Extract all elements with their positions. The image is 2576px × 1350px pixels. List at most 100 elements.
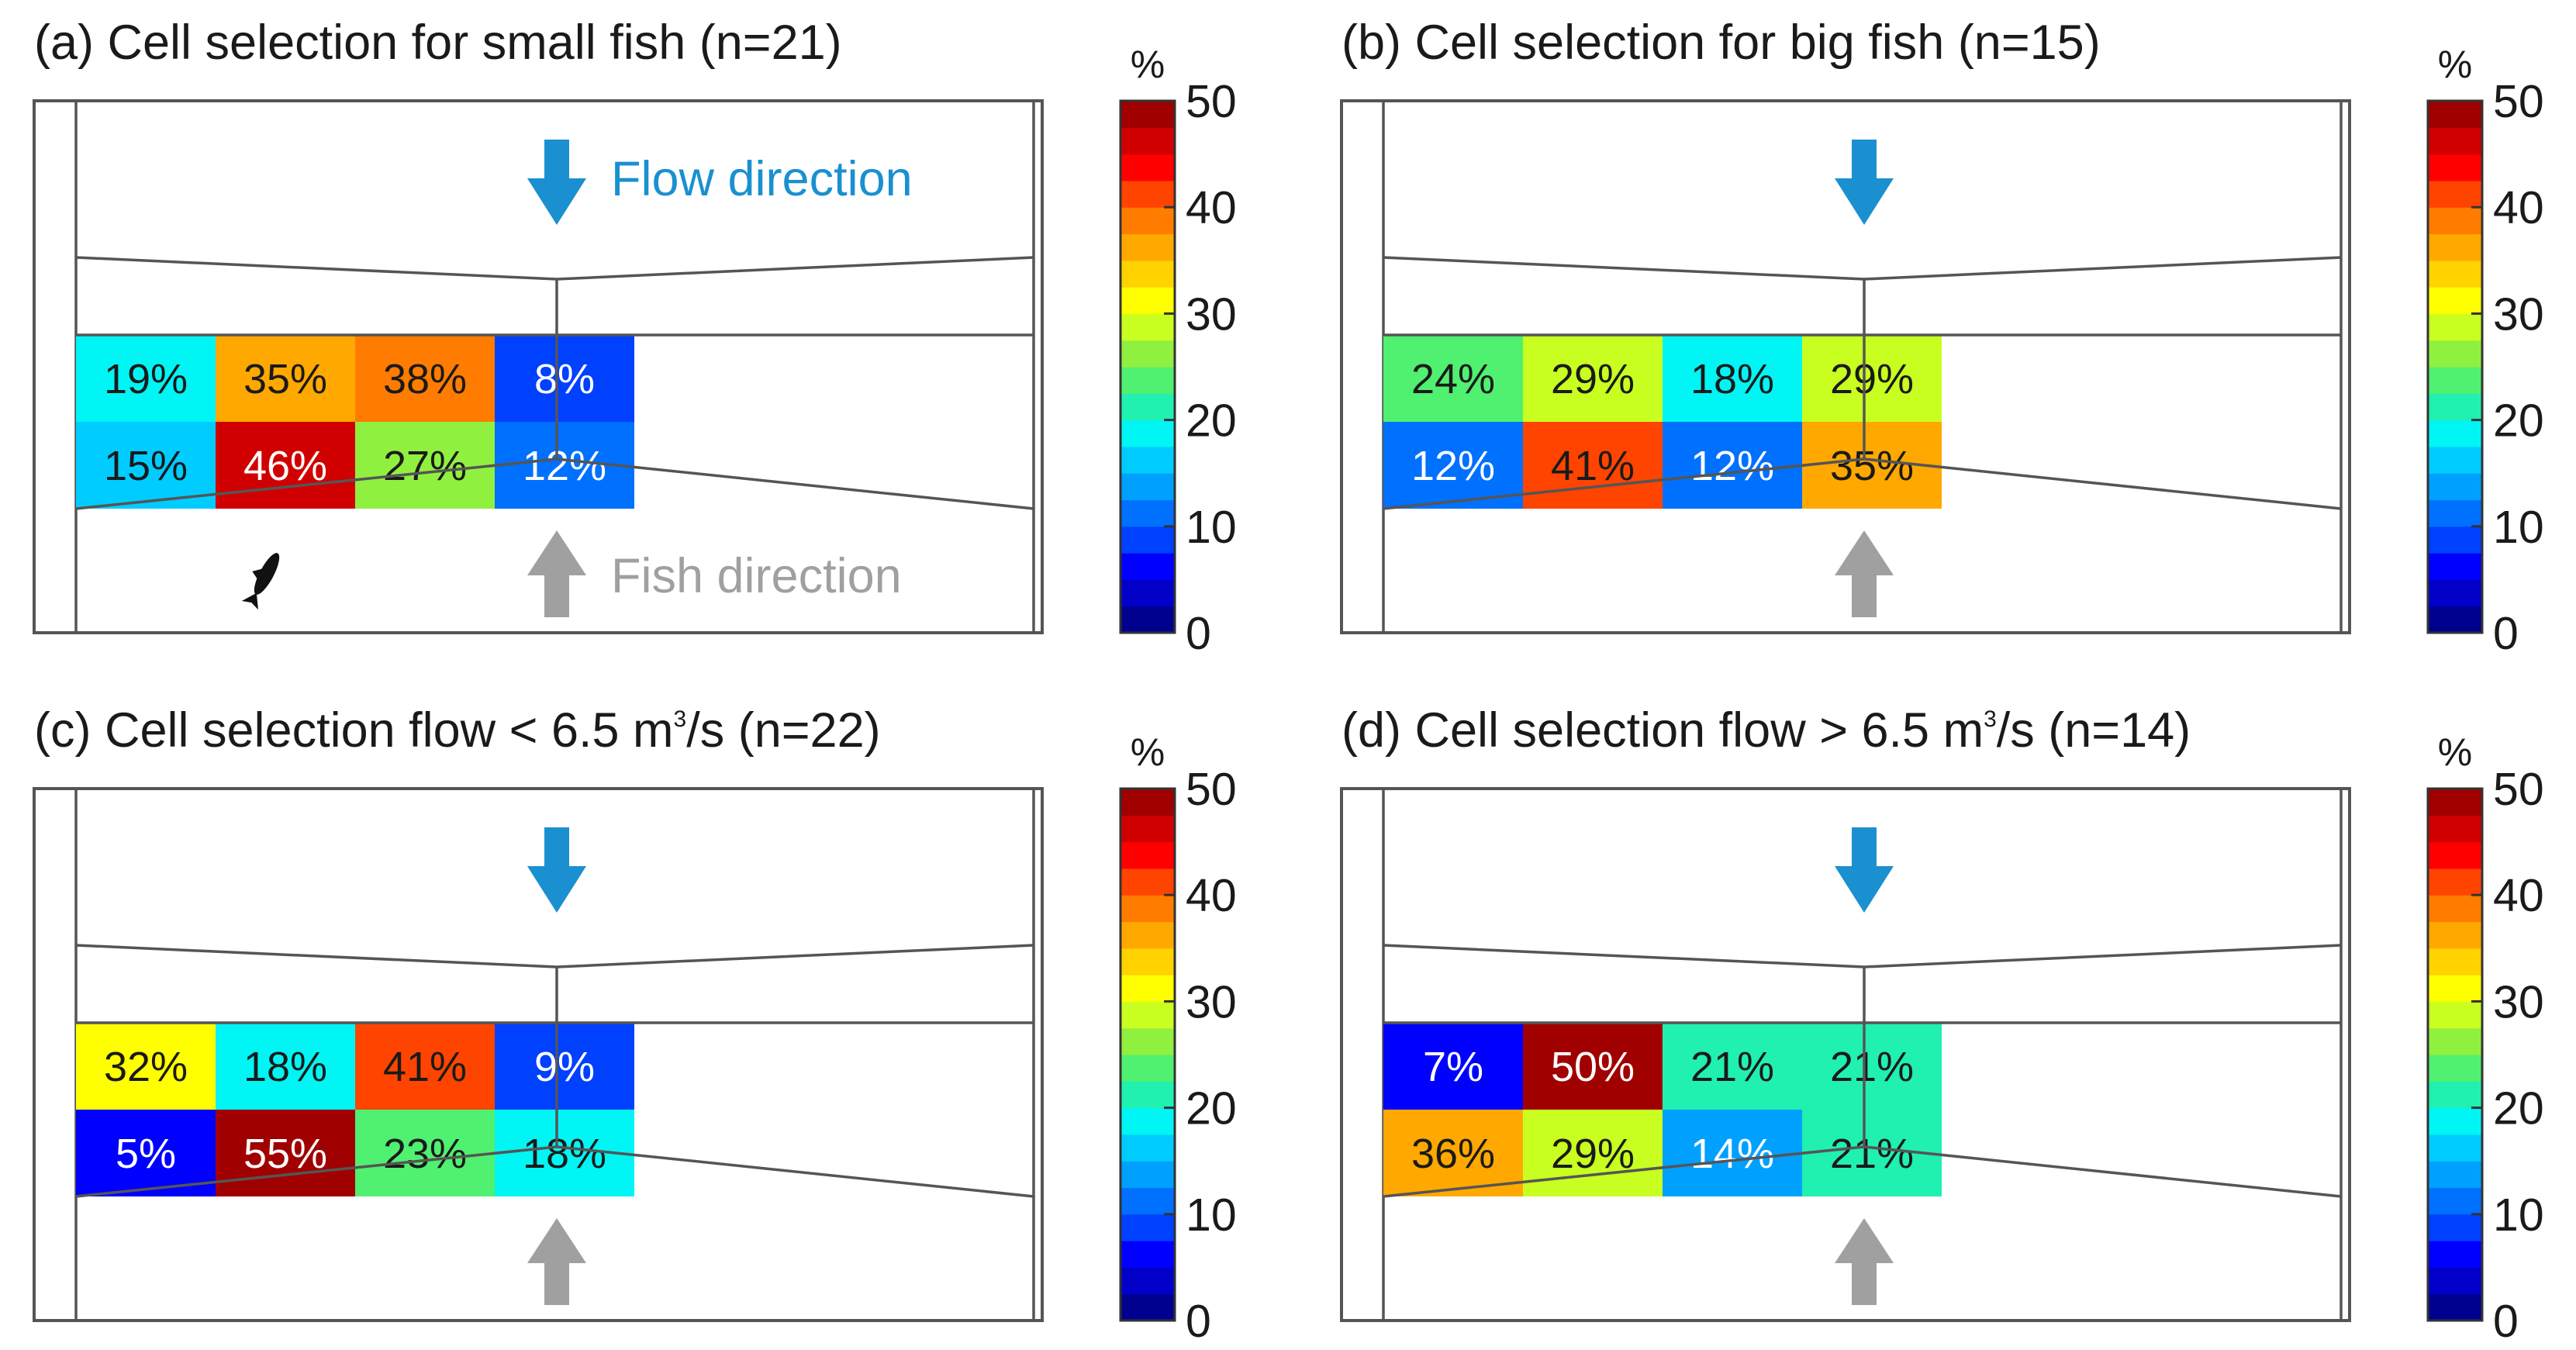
panel-b-colorbar: 0 10 20 30 40 50% xyxy=(2426,43,2544,659)
panel-b-colorbar-segment xyxy=(2428,393,2482,421)
panel-d-colorbar-segment xyxy=(2428,841,2482,869)
panel-a-colorbar-segment xyxy=(1121,446,1175,474)
panel-c-cell-r2c1 xyxy=(76,1110,216,1196)
panel-d-cell-r1c1 xyxy=(1383,1023,1523,1110)
panel-b-cell-r2c2 xyxy=(1523,422,1663,509)
panel-d-colorbar-segment xyxy=(2428,1241,2482,1268)
panel-a-fish-label: Fish direction xyxy=(611,549,902,603)
panel-a-cell-label-r1c4: 8% xyxy=(534,356,595,402)
panel-a: (a) Cell selection for small fish (n=21)… xyxy=(33,16,1237,659)
panel-b-colorbar-tick-label: 20 xyxy=(2493,395,2544,447)
panel-a-colorbar-tick-label: 30 xyxy=(1186,288,1237,340)
panel-b-cell-r1c4 xyxy=(1802,335,1942,422)
panel-a-fish-arrow-icon xyxy=(527,530,586,617)
panel-d-cell-r2c2 xyxy=(1523,1110,1663,1196)
panel-a-cell-r2c1 xyxy=(76,422,216,509)
panel-c-colorbar-tick-label: 50 xyxy=(1186,764,1237,815)
panel-c-cell-label-r2c1: 5% xyxy=(116,1131,176,1177)
panel-c-colorbar-tick-label: 10 xyxy=(1186,1189,1237,1241)
panel-a-colorbar-frame xyxy=(1119,99,1176,634)
panel-d-colorbar-segment xyxy=(2428,1267,2482,1295)
panel-d-cell-r2c1 xyxy=(1383,1110,1523,1196)
panel-c-colorbar-segment xyxy=(1121,1293,1175,1321)
panel-b-colorbar-segment xyxy=(2428,499,2482,527)
panel-c-colorbar-segment xyxy=(1121,841,1175,869)
panel-c-flow-arrow-icon xyxy=(527,827,586,913)
panel-b-colorbar-segment xyxy=(2428,340,2482,368)
panel-c-fish-arrow-icon xyxy=(527,1218,586,1305)
panel-a-colorbar-tick-label: 10 xyxy=(1186,502,1237,553)
panel-c-cell-label-r1c4: 9% xyxy=(534,1044,595,1090)
panel-a-colorbar-segment xyxy=(1121,127,1175,155)
panel-d-colorbar-segment xyxy=(2428,1081,2482,1109)
panel-a-colorbar-segment xyxy=(1121,313,1175,341)
panel-a-colorbar-segment xyxy=(1121,499,1175,527)
panel-c-cell-label-r2c3: 23% xyxy=(383,1131,467,1177)
panel-d-colorbar: 0 10 20 30 40 50% xyxy=(2426,730,2544,1347)
panel-d-colorbar-segment xyxy=(2428,975,2482,1002)
panel-b-colorbar-segment xyxy=(2428,420,2482,447)
panel-c-colorbar-segment xyxy=(1121,789,1175,816)
panel-a-cell-label-r2c2: 46% xyxy=(243,443,327,489)
panel-d-colorbar-segment xyxy=(2428,1134,2482,1162)
panel-d-cell-r2c3 xyxy=(1663,1110,1802,1196)
panel-b-colorbar-segment xyxy=(2428,606,2482,634)
panel-c-cell-label-r1c2: 18% xyxy=(243,1044,327,1090)
panel-b-colorbar-segment xyxy=(2428,127,2482,155)
panel-a-cell-label-r2c1: 15% xyxy=(104,443,188,489)
panel-c-colorbar-tick-label: 20 xyxy=(1186,1083,1237,1134)
panel-b-cell-label-r2c4: 35% xyxy=(1830,443,1914,489)
panel-b-colorbar-segment xyxy=(2428,313,2482,341)
panel-b-colorbar-segment xyxy=(2428,260,2482,288)
panel-c-colorbar-segment xyxy=(1121,1001,1175,1029)
panel-d: (d) Cell selection flow > 6.5 m3/s (n=14… xyxy=(1340,703,2544,1347)
panel-b-cell-label-r1c1: 24% xyxy=(1411,356,1495,402)
panel-d-colorbar-segment xyxy=(2428,1293,2482,1321)
panel-d-cell-label-r2c2: 29% xyxy=(1551,1131,1635,1177)
panel-a-cell-r2c3 xyxy=(355,422,495,509)
panel-c-cell-label-r2c2: 55% xyxy=(243,1131,327,1177)
panel-a-colorbar: 0 10 20 30 40 50% xyxy=(1119,43,1237,659)
panel-c-cell-label-r2c4: 18% xyxy=(523,1131,606,1177)
panel-b-colorbar-unit: % xyxy=(2438,43,2472,86)
panel-b-fish-arrow-icon xyxy=(1835,530,1894,617)
panel-b-cell-r1c1 xyxy=(1383,335,1523,422)
panel-b-colorbar-segment xyxy=(2428,367,2482,394)
panel-a-colorbar-segment xyxy=(1121,287,1175,314)
panel-a-colorbar-segment xyxy=(1121,526,1175,554)
panel-d-cell-label-r1c1: 7% xyxy=(1423,1044,1483,1090)
panel-b-cell-label-r2c2: 41% xyxy=(1551,443,1635,489)
panel-d-colorbar-unit: % xyxy=(2438,730,2472,774)
panel-c-colorbar-tick-label: 40 xyxy=(1186,870,1237,921)
panel-a-cell-r1c4 xyxy=(495,335,634,422)
panel-c-colorbar-segment xyxy=(1121,921,1175,949)
panel-d-colorbar-segment xyxy=(2428,895,2482,923)
panel-d-cell-label-r1c4: 21% xyxy=(1830,1044,1914,1090)
panel-b: (b) Cell selection for big fish (n=15) 2… xyxy=(1340,16,2544,659)
panel-a-channel-lines xyxy=(75,256,1034,510)
panel-c-colorbar-tick-label: 30 xyxy=(1186,976,1237,1027)
panel-b-colorbar-tick-label: 30 xyxy=(2493,288,2544,340)
panel-d-colorbar-segment xyxy=(2428,1027,2482,1055)
panel-b-cell-r1c2 xyxy=(1523,335,1663,422)
panel-b-cell-r1c3 xyxy=(1663,335,1802,422)
panel-c-cell-label-r1c1: 32% xyxy=(104,1044,188,1090)
panel-a-colorbar-segment xyxy=(1121,154,1175,181)
panel-c-colorbar-segment xyxy=(1121,1134,1175,1162)
panel-d-colorbar-segment xyxy=(2428,1187,2482,1215)
panel-c-colorbar-segment xyxy=(1121,1107,1175,1135)
panel-a-cell-label-r2c4: 12% xyxy=(523,443,606,489)
panel-b-cells: 24% 29% 18% 29% 12% 41% 12% 35% xyxy=(1383,335,1942,509)
panel-b-flow-arrow-icon xyxy=(1835,140,1894,225)
panel-c-frame xyxy=(33,787,1044,1322)
panel-d-colorbar-segment xyxy=(2428,1107,2482,1135)
panel-d-cell-label-r2c4: 21% xyxy=(1830,1131,1914,1177)
panel-c-colorbar-frame xyxy=(1119,787,1176,1322)
panel-d-cell-label-r1c2: 50% xyxy=(1551,1044,1635,1090)
panel-a-colorbar-segment xyxy=(1121,579,1175,607)
panel-d-cell-label-r2c3: 14% xyxy=(1690,1131,1774,1177)
panel-c-cell-r1c3 xyxy=(355,1023,495,1110)
panel-a-cell-label-r1c2: 35% xyxy=(243,356,327,402)
panel-a-cell-r1c2 xyxy=(216,335,355,422)
